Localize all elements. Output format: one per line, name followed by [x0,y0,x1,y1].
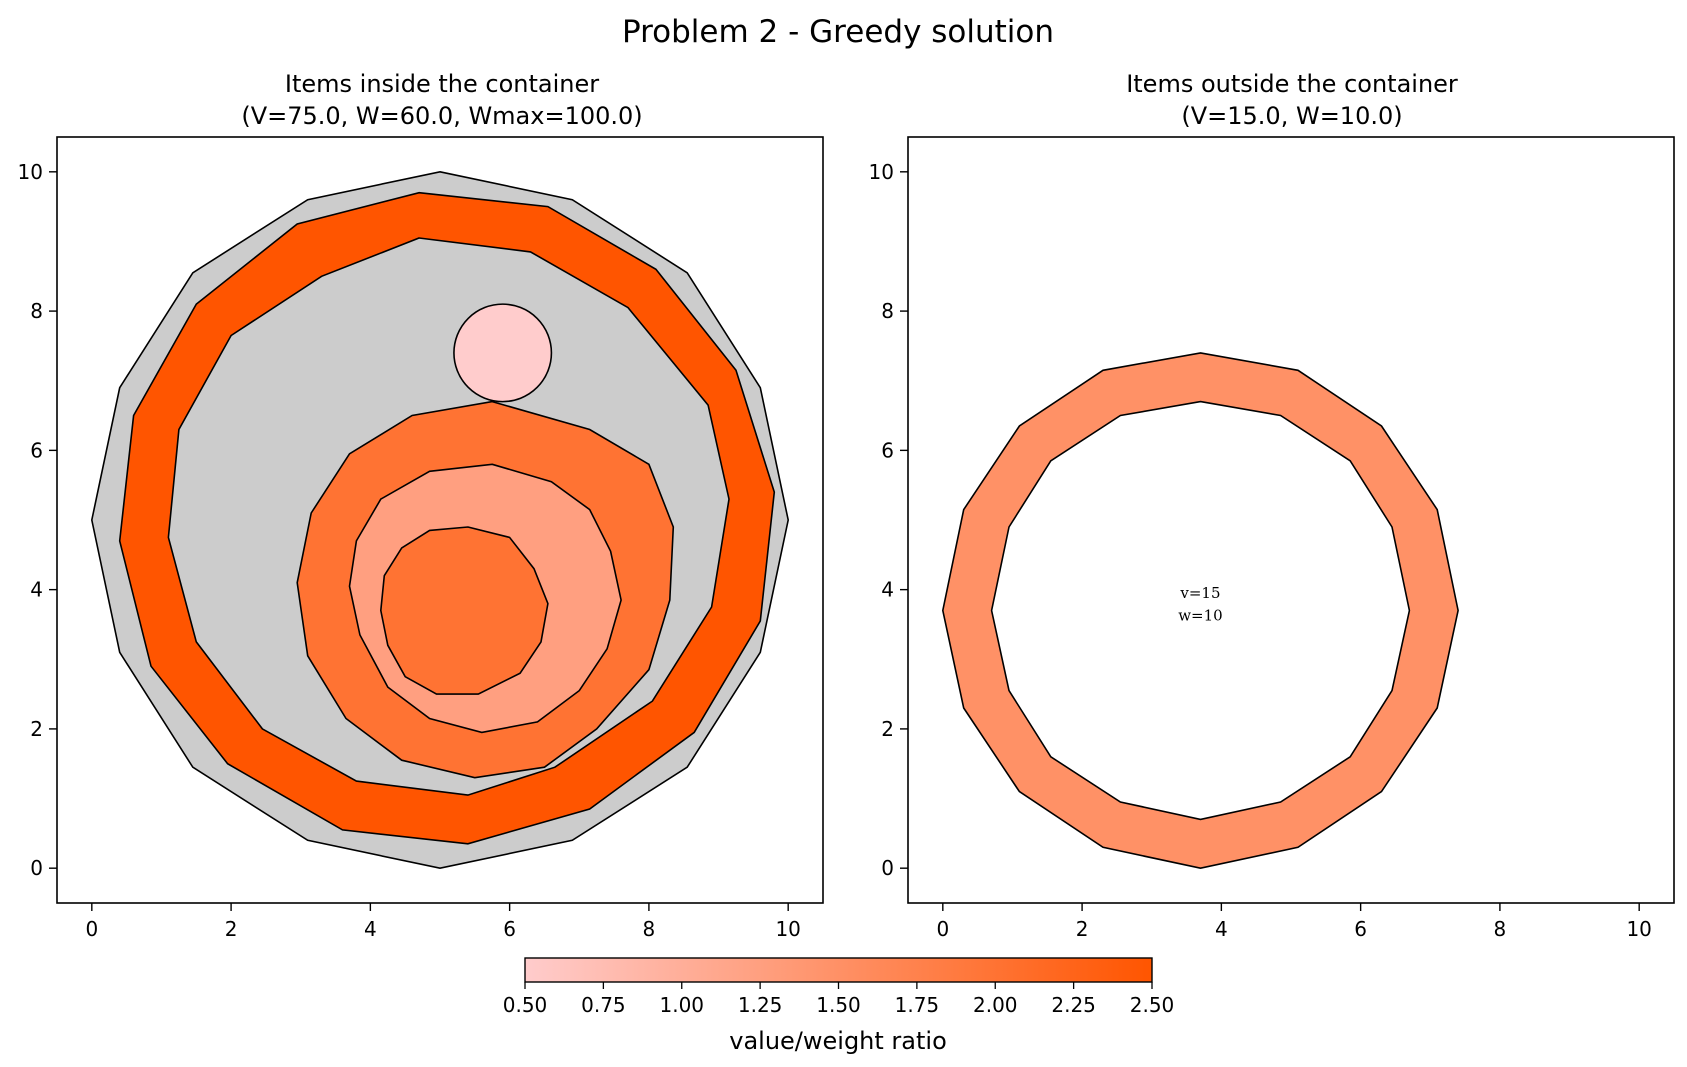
x-tick-label: 0 [85,917,98,941]
x-tick-label: 4 [364,917,377,941]
figure-title: Problem 2 - Greedy solution [622,14,1054,50]
y-tick-label: 8 [30,299,43,323]
y-tick-label: 2 [881,717,894,741]
x-tick-label: 10 [775,917,800,941]
inside-small-circle [453,303,553,403]
item-value-label: v=15 [1179,584,1220,602]
right-subplot: Items outside the container (V=15.0, W=1… [869,70,1675,941]
x-tick-label: 8 [1494,917,1507,941]
left-title-line1: Items inside the container [285,70,599,98]
colorbar: value/weight ratio 0.50 0.75 1.00 1.25 1.50 1… [503,957,1175,1055]
left-title-line2: (V=75.0, W=60.0, Wmax=100.0) [241,102,642,130]
colorbar-tick-label: 1.50 [816,993,861,1017]
left-subplot: Items inside the container (V=75.0, W=60… [18,70,824,941]
right-title-line1: Items outside the container [1126,70,1458,98]
colorbar-tick-label: 1.75 [895,993,940,1017]
y-tick-label: 10 [869,160,894,184]
y-tick-label: 2 [30,717,43,741]
colorbar-tick-label: 2.50 [1130,993,1175,1017]
y-tick-label: 8 [881,299,894,323]
axes-frame [907,136,1675,904]
x-tick-label: 4 [1215,917,1228,941]
plot-shapes [941,352,1459,870]
x-tick-label: 10 [1626,917,1651,941]
right-plot-area: v=15 w=10 0 2 4 6 8 10 0 2 4 6 8 10 [869,136,1675,941]
y-tick-label: 0 [881,856,894,880]
item-weight-label: w=10 [1178,606,1223,624]
y-tick-label: 6 [881,438,894,462]
plot-shapes [90,170,790,870]
colorbar-label: value/weight ratio [729,1027,947,1055]
axes-frame [56,136,824,904]
colorbar-gradient [524,957,1153,983]
colorbar-tick-label: 0.50 [503,993,548,1017]
x-tick-label: 6 [503,917,516,941]
inside-small-ring [348,463,622,734]
colorbar-tick-label: 2.00 [973,993,1018,1017]
outside-outside-ring [941,352,1459,870]
left-plot-area: 0 2 4 6 8 10 0 2 4 6 8 10 [18,136,824,941]
y-tick-label: 6 [30,438,43,462]
colorbar-tick-label: 2.25 [1051,993,1096,1017]
colorbar-tick-label: 1.25 [738,993,783,1017]
y-tick-label: 4 [30,578,43,602]
colorbar-tick-label: 1.00 [659,993,704,1017]
inside-outer-ring [118,191,776,845]
x-tick-label: 6 [1354,917,1367,941]
x-tick-label: 2 [225,917,238,941]
x-tick-label: 8 [643,917,656,941]
x-tick-label: 2 [1076,917,1089,941]
right-title-line2: (V=15.0, W=10.0) [1181,102,1402,130]
y-tick-label: 0 [30,856,43,880]
y-tick-label: 10 [18,160,43,184]
colorbar-tick-label: 0.75 [581,993,626,1017]
x-tick-label: 0 [936,917,949,941]
y-tick-label: 4 [881,578,894,602]
